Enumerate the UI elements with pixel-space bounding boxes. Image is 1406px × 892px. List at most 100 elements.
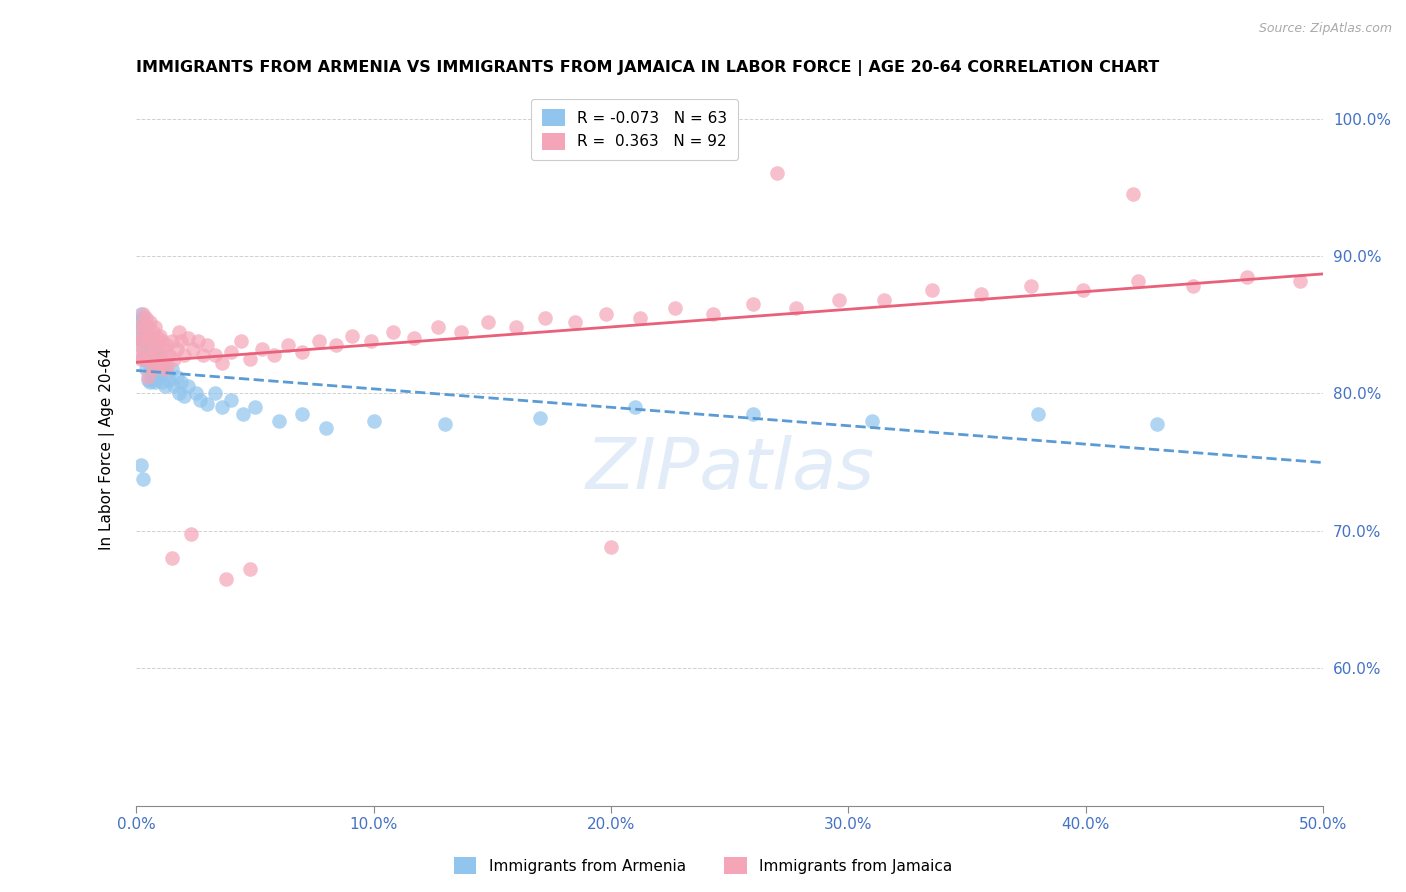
Point	[163, 379, 186, 393]
Point	[135, 310, 157, 325]
Point	[149, 348, 172, 362]
Point	[135, 351, 157, 366]
Point	[1126, 274, 1149, 288]
Point	[197, 397, 219, 411]
Point	[187, 334, 209, 348]
Text: IMMIGRANTS FROM ARMENIA VS IMMIGRANTS FROM JAMAICA IN LABOR FORCE | AGE 20-64 CO: IMMIGRANTS FROM ARMENIA VS IMMIGRANTS FR…	[136, 60, 1160, 76]
Point	[363, 414, 385, 428]
Point	[156, 366, 179, 380]
Point	[146, 331, 169, 345]
Point	[167, 386, 190, 401]
Y-axis label: In Labor Force | Age 20-64: In Labor Force | Age 20-64	[100, 347, 115, 549]
Point	[1288, 274, 1310, 288]
Point	[291, 407, 314, 421]
Point	[135, 331, 157, 345]
Point	[135, 348, 157, 362]
Point	[153, 361, 176, 376]
Point	[197, 338, 219, 352]
Point	[742, 297, 765, 311]
Point	[132, 320, 155, 334]
Point	[167, 325, 190, 339]
Point	[1340, 265, 1362, 279]
Point	[128, 331, 150, 345]
Point	[239, 562, 262, 576]
Point	[1236, 269, 1258, 284]
Point	[1393, 269, 1406, 284]
Point	[142, 373, 165, 387]
Point	[132, 307, 155, 321]
Point	[477, 315, 499, 329]
Point	[159, 373, 181, 387]
Point	[132, 310, 155, 325]
Point	[146, 351, 169, 366]
Point	[263, 348, 285, 362]
Text: ZIPatlas: ZIPatlas	[585, 435, 875, 504]
Point	[129, 331, 152, 345]
Point	[184, 386, 207, 401]
Point	[143, 320, 166, 334]
Point	[529, 411, 551, 425]
Point	[433, 417, 456, 431]
Point	[564, 315, 586, 329]
Point	[828, 293, 851, 307]
Point	[166, 369, 188, 384]
Point	[181, 343, 204, 357]
Point	[156, 359, 179, 373]
Point	[132, 325, 155, 339]
Point	[1019, 279, 1042, 293]
Point	[970, 287, 993, 301]
Point	[623, 400, 645, 414]
Point	[136, 320, 159, 334]
Point	[600, 541, 623, 555]
Point	[132, 351, 155, 366]
Point	[1073, 283, 1095, 297]
Point	[191, 348, 214, 362]
Point	[129, 351, 152, 366]
Point	[308, 334, 330, 348]
Point	[129, 320, 152, 334]
Point	[136, 338, 159, 352]
Point	[149, 328, 172, 343]
Point	[243, 400, 266, 414]
Point	[139, 359, 162, 373]
Point	[873, 293, 896, 307]
Point	[250, 343, 273, 357]
Point	[136, 369, 159, 384]
Point	[533, 310, 555, 325]
Point	[1146, 417, 1168, 431]
Point	[143, 359, 166, 373]
Point	[149, 366, 172, 380]
Point	[921, 283, 943, 297]
Point	[860, 414, 883, 428]
Point	[267, 414, 290, 428]
Point	[450, 325, 472, 339]
Point	[139, 348, 162, 362]
Point	[142, 338, 165, 352]
Point	[1181, 279, 1204, 293]
Point	[143, 338, 166, 352]
Point	[215, 572, 238, 586]
Point	[128, 315, 150, 329]
Point	[211, 400, 233, 414]
Point	[173, 348, 195, 362]
Point	[360, 334, 382, 348]
Point	[173, 389, 195, 403]
Point	[143, 376, 166, 390]
Point	[219, 345, 242, 359]
Point	[139, 376, 162, 390]
Point	[219, 393, 242, 408]
Point	[142, 325, 165, 339]
Point	[170, 376, 193, 390]
Point	[136, 328, 159, 343]
Point	[595, 307, 617, 321]
Point	[628, 310, 651, 325]
Point	[177, 331, 200, 345]
Point	[149, 348, 172, 362]
Point	[163, 351, 186, 366]
Point	[136, 351, 159, 366]
Point	[702, 307, 724, 321]
Point	[135, 328, 157, 343]
Point	[146, 369, 169, 384]
Point	[129, 458, 152, 472]
Point	[159, 348, 181, 362]
